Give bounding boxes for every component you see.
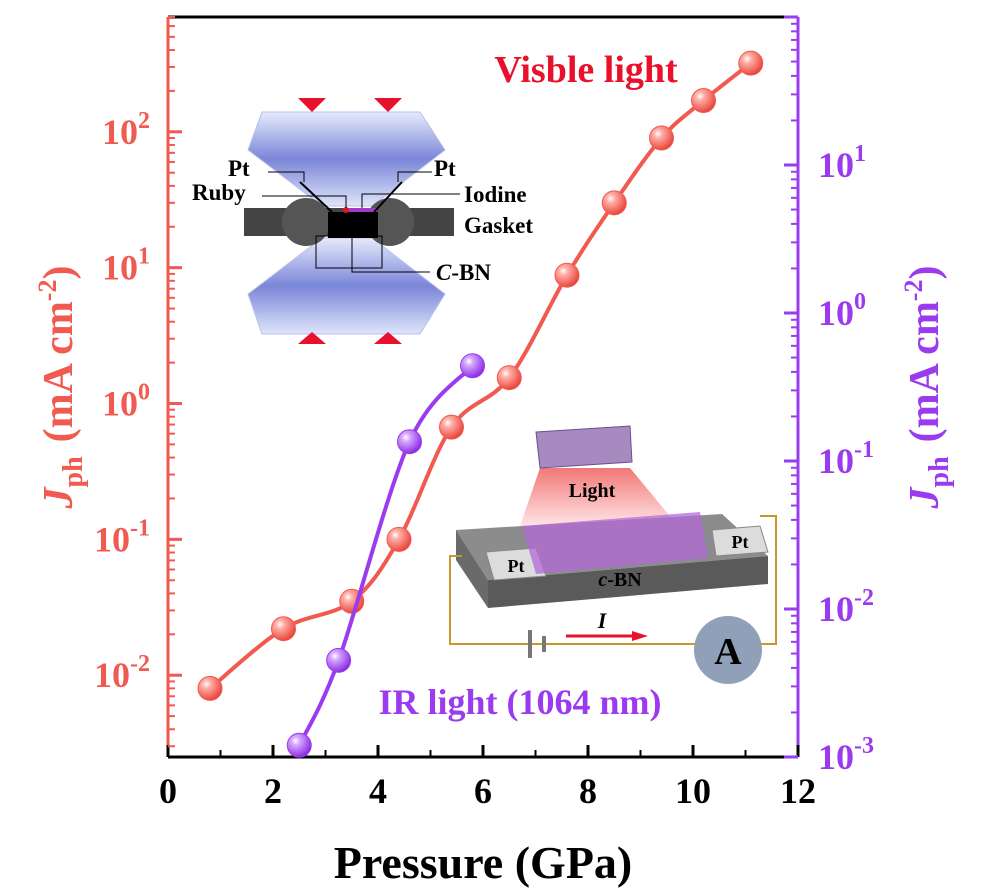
arrow-top-right: [374, 98, 402, 112]
pt-wire-right: [373, 181, 403, 213]
visible-light-data-point: [649, 125, 674, 151]
left-y-tick-label: 10-2: [94, 651, 150, 695]
visible-light-data-point: [386, 526, 412, 552]
dac-label-pt-left: Pt: [228, 156, 250, 181]
right-y-tick-label: 10-1: [818, 437, 874, 481]
x-tick-label: 4: [369, 771, 387, 811]
x-tick-label: 6: [474, 771, 492, 811]
ir-light-data-point: [460, 353, 485, 379]
right-y-tick-label: 10-2: [818, 585, 874, 629]
light-cone: [520, 468, 678, 526]
light-source: [535, 425, 633, 469]
substrate-front: [456, 530, 488, 608]
x-tick-label: 2: [264, 771, 282, 811]
device-label-cbn: c-BN: [598, 569, 642, 591]
x-tick-label: 12: [780, 771, 816, 811]
left-y-axis-symbol: J: [36, 485, 82, 509]
right-y-axis-symbol: J: [902, 485, 948, 509]
device-label-light: Light: [569, 480, 616, 502]
device-label-cbn-italic: c: [598, 569, 607, 591]
series-layer: [197, 50, 764, 758]
dac-label-ruby: Ruby: [192, 180, 246, 205]
arrow-top-left: [298, 98, 326, 112]
dac-label-iodine: Iodine: [464, 182, 527, 207]
ir-light-data-point: [286, 732, 312, 758]
ir-light-label: IR light (1064 nm): [378, 682, 661, 722]
visible-light-data-point: [691, 88, 716, 114]
arrow-bottom-left: [298, 332, 326, 344]
device-inset: A Light Pt Pt c-BN I: [449, 425, 777, 684]
leader-ruby: [262, 195, 347, 208]
visible-light-data-point: [496, 365, 522, 391]
visible-light-label: Visble light: [494, 49, 678, 91]
left-y-axis-ticks: 10-2 10-1 100 101 102: [94, 16, 182, 748]
x-axis-label: Pressure (GPa): [334, 837, 633, 888]
iodine-layer: [345, 208, 377, 212]
leader-pt-left: [268, 171, 305, 182]
circuit-wire-right: [760, 515, 777, 645]
ruby-chip: [343, 207, 349, 213]
visible-light-data-point: [601, 190, 627, 216]
leader-cbn: [351, 238, 430, 273]
right-y-axis-subscript: ph: [924, 456, 955, 488]
right-y-tick-label: 10-3: [818, 733, 874, 777]
right-y-axis-units-exp: -2: [899, 280, 928, 302]
dac-label-cbn-rest: -BN: [451, 260, 491, 285]
device-label-current: I: [597, 608, 608, 633]
device-label-cbn-rest: -BN: [607, 569, 642, 591]
left-y-axis-units-exp: -2: [33, 280, 62, 302]
dac-label-gasket: Gasket: [464, 213, 533, 238]
x-tick-label: 10: [675, 771, 711, 811]
cbn-film: [522, 512, 708, 574]
pt-pad-right: [711, 525, 769, 557]
visible-light-data-point: [271, 616, 296, 642]
device-label-pt-right: Pt: [732, 532, 749, 552]
device-label-pt-left: Pt: [508, 556, 525, 576]
visible-light-data-point: [738, 50, 764, 76]
left-y-tick-label: 102: [102, 108, 150, 152]
current-arrow-head: [632, 631, 648, 641]
right-y-axis-ticks: 10-3 10-2 10-1 100 101: [784, 15, 874, 777]
left-y-tick-label: 10-1: [94, 515, 150, 559]
leader-iodine: [361, 193, 460, 208]
right-y-axis-units-close: ): [902, 266, 948, 280]
ammeter: [694, 616, 762, 684]
left-y-axis-units-close: ): [36, 266, 82, 280]
cbn-outline: [315, 235, 383, 269]
visible-light-data-point: [197, 675, 223, 701]
right-y-axis-units: (mA cm: [902, 301, 948, 442]
x-axis-ticks: 0 2 4 6 8 10 12: [159, 745, 816, 811]
gasket-bulge-left: [282, 198, 330, 246]
right-y-tick-label: 101: [818, 141, 866, 185]
ir-light-data-point: [397, 429, 422, 455]
circuit-wire: [449, 555, 698, 645]
visible-light-data-point: [439, 414, 464, 440]
ir-light-series-line: [297, 364, 475, 747]
ammeter-label: A: [714, 631, 742, 673]
visible-light-data-point: [554, 262, 580, 288]
dac-label-cbn: C-BN: [436, 260, 491, 285]
ir-light-data-point: [326, 647, 352, 673]
dac-inset: Pt Pt Ruby Iodine Gasket C-BN: [192, 98, 533, 344]
upper-anvil: [247, 111, 446, 207]
left-y-tick-label: 101: [102, 244, 150, 288]
left-y-axis-subscript: ph: [58, 456, 89, 488]
pt-wire-left: [299, 181, 333, 213]
right-y-axis-label: Jph (mA cm-2): [899, 266, 955, 510]
dac-label-cbn-italic: C: [436, 260, 452, 285]
arrow-bottom-right: [374, 332, 402, 344]
x-tick-label: 8: [579, 771, 597, 811]
left-y-axis-label: Jph (mA cm-2): [33, 266, 89, 510]
left-y-axis-units: (mA cm: [36, 301, 82, 442]
sample-chamber: [328, 212, 378, 238]
lower-anvil: [247, 237, 446, 335]
right-y-tick-label: 100: [818, 289, 866, 333]
substrate-side: [488, 556, 768, 608]
x-tick-label: 0: [159, 771, 177, 811]
dac-label-pt-right: Pt: [434, 156, 456, 181]
left-y-tick-label: 100: [102, 380, 150, 424]
leader-pt-right: [397, 171, 432, 182]
